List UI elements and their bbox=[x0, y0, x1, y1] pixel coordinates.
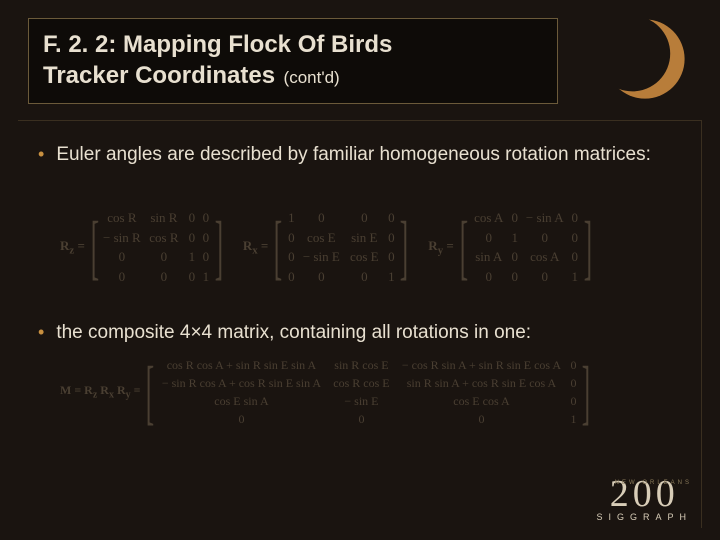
title-suffix: (cont'd) bbox=[284, 68, 340, 87]
bullet-1-text: Euler angles are described by familiar h… bbox=[56, 142, 651, 168]
bullet-dot-icon: • bbox=[38, 142, 44, 167]
rotation-matrices: Rz =[cos Rsin R00− sin Rcos R0000100001]… bbox=[60, 208, 594, 286]
footer-logo: NEW ORLEANS 200 SIGGRAPH bbox=[596, 472, 692, 522]
footer-tagline: NEW ORLEANS bbox=[596, 480, 692, 486]
crescent-icon bbox=[600, 14, 690, 104]
title-line2-wrap: Tracker Coordinates (cont'd) bbox=[43, 60, 543, 91]
bullet-1: • Euler angles are described by familiar… bbox=[38, 142, 651, 168]
bullet-dot-icon: • bbox=[38, 320, 44, 345]
title-line1: F. 2. 2: Mapping Flock Of Birds bbox=[43, 29, 543, 60]
title-line2: Tracker Coordinates bbox=[43, 62, 275, 89]
composite-matrix: M = Rz Rx Ry =[cos R cos A + sin R sin E… bbox=[60, 356, 592, 428]
bullet-2-text: the composite 4×4 matrix, containing all… bbox=[56, 320, 531, 346]
footer-org: SIGGRAPH bbox=[596, 512, 692, 522]
title-container: F. 2. 2: Mapping Flock Of Birds Tracker … bbox=[28, 18, 558, 104]
footer-year: 200 bbox=[596, 472, 692, 516]
bullet-2: • the composite 4×4 matrix, containing a… bbox=[38, 320, 531, 346]
